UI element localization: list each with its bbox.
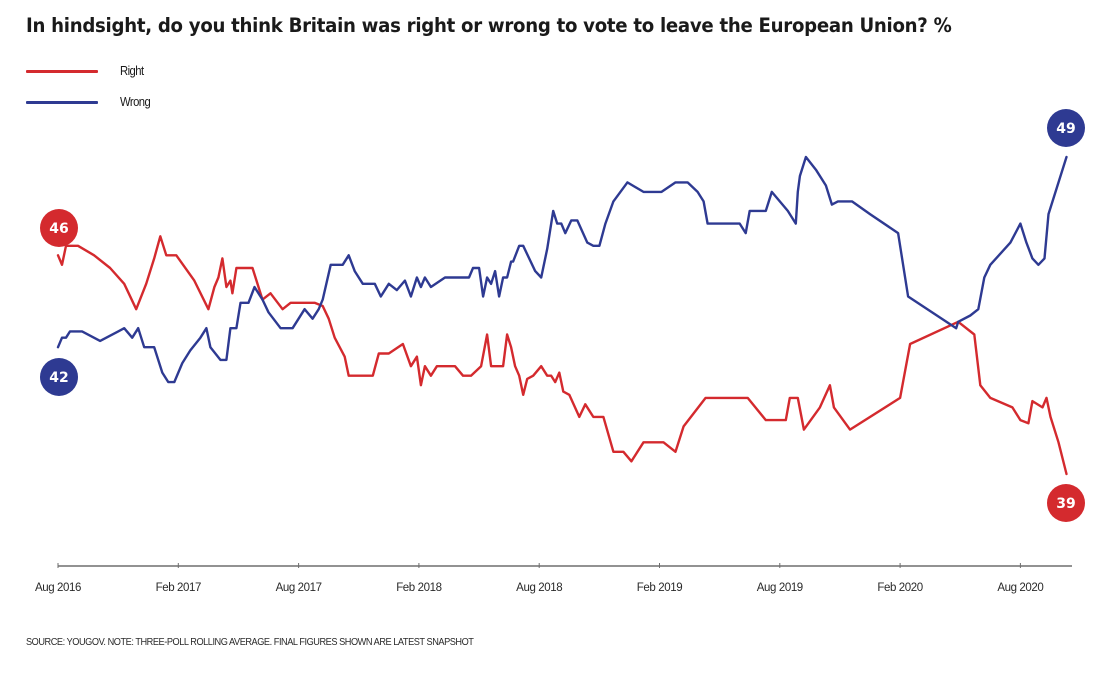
- legend-swatch-wrong: [26, 100, 98, 104]
- value-badges: 46 42 49 39: [40, 109, 1085, 522]
- value-badge-label-right-end: 39: [1056, 496, 1075, 512]
- x-tick-label: Aug 2018: [516, 582, 562, 594]
- x-tick-label: Feb 2017: [156, 582, 201, 594]
- source-note: SOURCE: YOUGOV. NOTE: THREE-POLL ROLLING…: [26, 637, 474, 648]
- legend-label-wrong: Wrong: [120, 95, 151, 109]
- legend-swatch-right: [26, 69, 98, 73]
- series-line-wrong: [56, 155, 1068, 384]
- value-badge-right-end: [1047, 484, 1085, 522]
- x-tick-label: Feb 2018: [396, 582, 441, 594]
- series-line-right: [56, 235, 1068, 476]
- x-tick-label: Aug 2020: [997, 582, 1043, 594]
- x-tick-label: Aug 2016: [35, 582, 81, 594]
- legend-item-wrong: Wrong: [26, 93, 154, 111]
- value-badge-label-wrong-start: 42: [49, 370, 68, 386]
- legend-item-right: Right: [26, 62, 146, 80]
- legend-label-right: Right: [120, 64, 144, 78]
- x-tick-label: Feb 2019: [637, 582, 682, 594]
- value-badge-wrong-start: [40, 358, 78, 396]
- series-layer: [56, 155, 1068, 476]
- value-badge-label-right-start: 46: [49, 221, 68, 237]
- x-axis: Aug 2016 Feb 2017 Aug 2017 Feb 2018 Aug 2018…: [35, 563, 1072, 594]
- value-badge-right-start: [40, 209, 78, 247]
- value-badge-label-wrong-end: 49: [1056, 121, 1075, 137]
- value-badge-wrong-end: [1047, 109, 1085, 147]
- chart-title: In hindsight, do you think Britain was r…: [26, 14, 952, 37]
- x-tick-label: Aug 2017: [276, 582, 322, 594]
- x-tick-label: Aug 2019: [757, 582, 803, 594]
- x-tick-label: Feb 2020: [877, 582, 922, 594]
